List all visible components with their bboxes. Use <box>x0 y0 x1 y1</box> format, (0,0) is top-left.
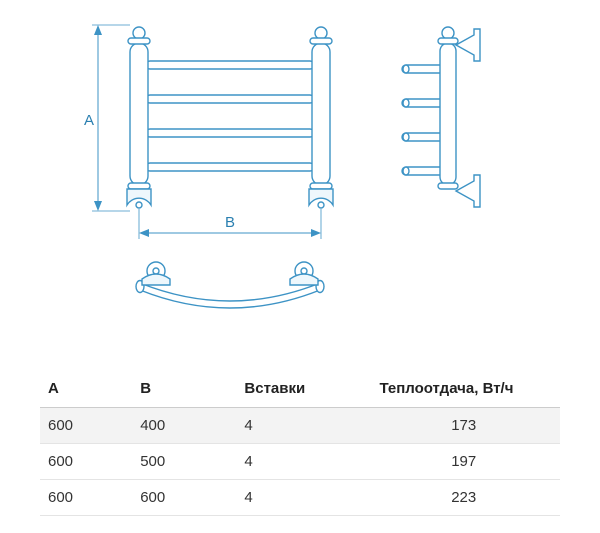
spec-table: A B Вставки Теплоотдача, Вт/ч 600 400 4 … <box>40 370 560 516</box>
cell: 600 <box>132 480 224 516</box>
col-B: B <box>132 370 224 408</box>
cell: 600 <box>40 408 132 444</box>
table-row: 600 500 4 197 <box>40 444 560 480</box>
col-inserts: Вставки <box>224 370 359 408</box>
diagram-svg: AB <box>50 15 550 355</box>
cell: 600 <box>40 444 132 480</box>
cell: 223 <box>359 480 560 516</box>
cell: 4 <box>224 408 359 444</box>
product-diagram: AB <box>50 15 550 355</box>
cell: 600 <box>40 480 132 516</box>
table-row: 600 400 4 173 <box>40 408 560 444</box>
table-row: 600 600 4 223 <box>40 480 560 516</box>
col-heat: Теплоотдача, Вт/ч <box>359 370 560 408</box>
page-root: AB A B Вставки Теплоотдача, Вт/ч 600 400… <box>0 0 600 533</box>
cell: 173 <box>359 408 560 444</box>
svg-text:A: A <box>84 112 94 129</box>
cell: 197 <box>359 444 560 480</box>
cell: 4 <box>224 444 359 480</box>
col-A: A <box>40 370 132 408</box>
table-header-row: A B Вставки Теплоотдача, Вт/ч <box>40 370 560 408</box>
svg-text:B: B <box>225 214 235 231</box>
cell: 4 <box>224 480 359 516</box>
cell: 500 <box>132 444 224 480</box>
spec-table-container: A B Вставки Теплоотдача, Вт/ч 600 400 4 … <box>40 370 560 516</box>
cell: 400 <box>132 408 224 444</box>
